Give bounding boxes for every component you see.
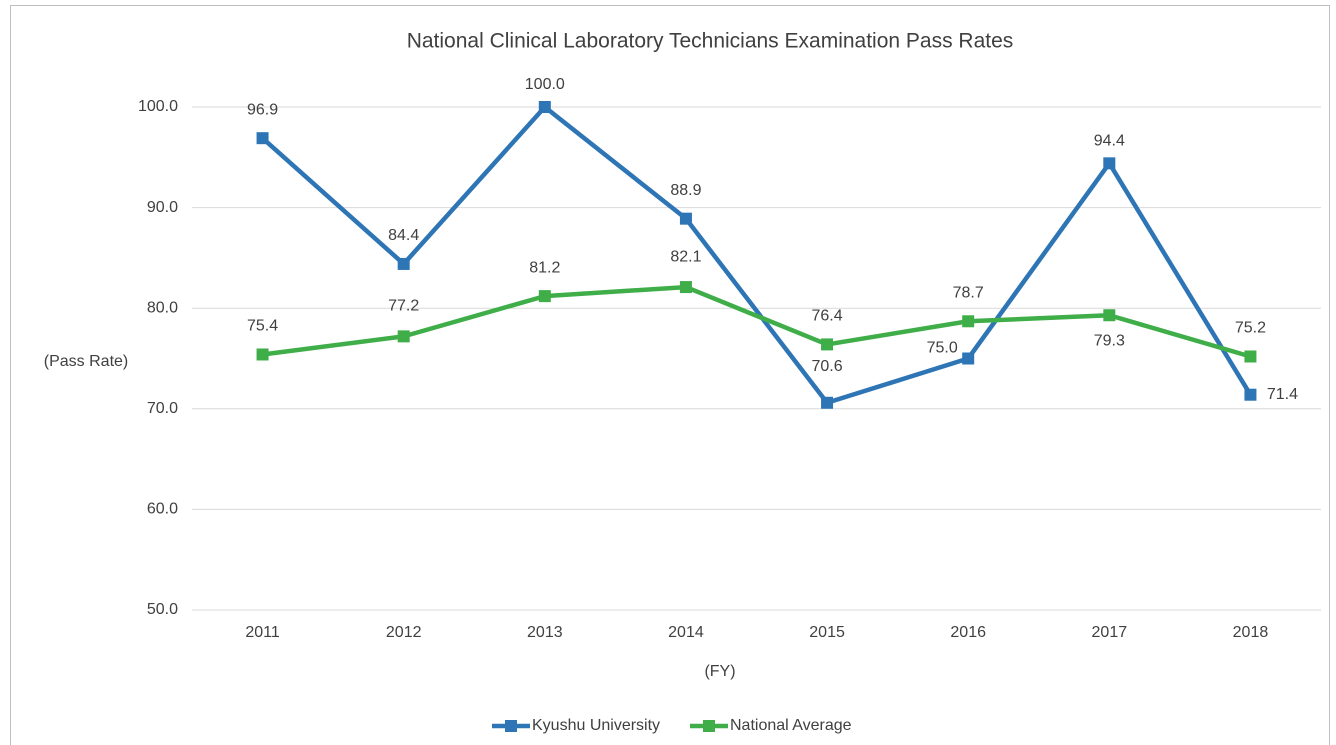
data-label: 100.0 [525, 76, 565, 93]
data-point [397, 330, 410, 343]
data-point [256, 132, 269, 145]
x-tick-label: 2012 [386, 624, 422, 641]
data-label: 70.6 [811, 358, 842, 375]
y-tick-label: 80.0 [147, 299, 178, 316]
legend-label: Kyushu University [532, 717, 660, 734]
data-point [679, 212, 692, 225]
x-tick-label: 2018 [1233, 624, 1269, 641]
y-tick-label: 70.0 [147, 400, 178, 417]
data-point [1244, 350, 1257, 363]
data-point [256, 348, 269, 361]
chart-title: National Clinical Laboratory Technicians… [407, 30, 1014, 53]
data-point [679, 281, 692, 294]
y-axis-title: (Pass Rate) [44, 353, 128, 370]
data-label: 71.4 [1267, 386, 1298, 403]
data-label: 96.9 [247, 101, 278, 118]
data-label: 75.4 [247, 318, 278, 335]
data-label: 81.2 [529, 259, 560, 276]
data-point [962, 352, 975, 365]
y-tick-label: 50.0 [147, 601, 178, 618]
x-tick-label: 2011 [245, 624, 280, 641]
y-tick-label: 60.0 [147, 501, 178, 518]
chart-frame [10, 5, 1330, 745]
y-tick-label: 100.0 [138, 98, 178, 115]
data-point [821, 396, 834, 409]
data-point [538, 290, 551, 303]
data-label: 75.0 [927, 340, 958, 357]
legend-marker [703, 720, 715, 732]
data-point [821, 338, 834, 351]
data-label: 75.2 [1235, 320, 1266, 337]
data-point [1103, 309, 1116, 322]
data-label: 76.4 [811, 308, 842, 325]
data-label: 79.3 [1094, 332, 1125, 349]
data-point [1103, 157, 1116, 170]
data-point [1244, 388, 1257, 401]
data-point [962, 315, 975, 328]
data-label: 88.9 [670, 182, 701, 199]
x-tick-label: 2014 [668, 624, 704, 641]
data-label: 78.7 [953, 284, 984, 301]
data-label: 77.2 [388, 298, 419, 315]
legend-marker [505, 720, 517, 732]
data-point [397, 257, 410, 270]
data-label: 82.1 [670, 248, 701, 265]
data-label: 84.4 [388, 227, 419, 244]
x-tick-label: 2015 [809, 624, 845, 641]
series-line [261, 104, 1253, 406]
x-axis-title: (FY) [704, 663, 735, 680]
data-label: 94.4 [1094, 133, 1125, 150]
x-tick-label: 2017 [1092, 624, 1128, 641]
x-tick-label: 2016 [950, 624, 986, 641]
data-point [538, 101, 551, 113]
series-line [262, 284, 1252, 359]
legend-label: National Average [730, 717, 852, 734]
x-tick-label: 2013 [527, 624, 563, 641]
y-tick-label: 90.0 [147, 199, 178, 216]
